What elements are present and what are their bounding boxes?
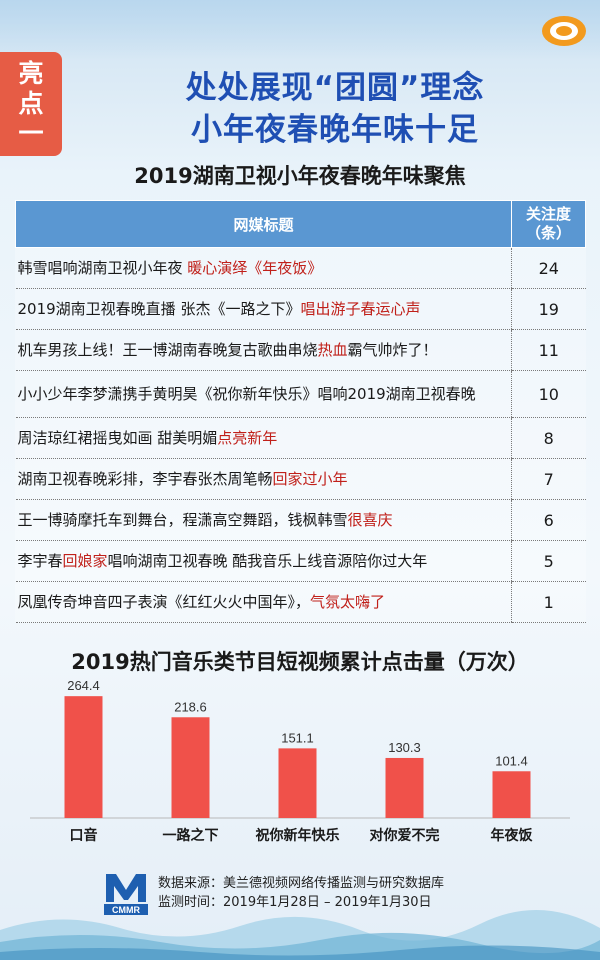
- news-table: 网媒标题 关注度 （条） 韩雪唱响湖南卫视小年夜 暖心演绎《年夜饭》 24 2019…: [15, 200, 586, 623]
- header-count-line1: 关注度: [525, 205, 571, 223]
- data-label: 218.6: [174, 699, 207, 714]
- row-title: 韩雪唱响湖南卫视小年夜 暖心演绎《年夜饭》: [15, 247, 512, 289]
- category-label: 对你爱不完: [370, 827, 440, 844]
- row-title-highlight: 气氛太嗨了: [310, 592, 386, 611]
- category-label: 一路之下: [163, 827, 219, 844]
- row-title-text: 王一博骑摩托车到舞台，程潇高空舞蹈，钱枫韩雪: [17, 510, 348, 529]
- row-title-text: 2019湖南卫视春晚直播 张杰《一路之下》: [17, 299, 301, 318]
- row-title-text: 李宇春: [17, 551, 63, 570]
- row-title-text: 机车男孩上线！王一博湖南春晚复古歌曲串烧: [17, 340, 318, 359]
- news-table-body: 韩雪唱响湖南卫视小年夜 暖心演绎《年夜饭》 24 2019湖南卫视春晚直播 张杰《一…: [15, 247, 586, 623]
- row-title-text: 凤凰传奇坤音四子表演《红红火火中国年》，: [17, 592, 311, 611]
- table-row: 2019湖南卫视春晚直播 张杰《一路之下》唱出游子春运心声 19: [15, 288, 586, 330]
- bar: [385, 757, 424, 818]
- source-text: 数据来源：美兰德视频网络传播监测与研究数据库 监测时间：2019年1月28日 –…: [158, 874, 444, 912]
- bar: [492, 771, 531, 818]
- bar: [64, 696, 103, 818]
- row-title: 2019湖南卫视春晚直播 张杰《一路之下》唱出游子春运心声: [15, 288, 512, 330]
- row-title: 湖南卫视春晚彩排，李宇春张杰周笔畅回家过小年: [15, 458, 512, 500]
- row-count: 10: [511, 370, 586, 418]
- row-title: 小小少年李梦潇携手黄明昊《祝你新年快乐》唱响2019湖南卫视春晚: [15, 370, 512, 418]
- row-title-highlight: 暖心演绎《年夜饭》: [187, 258, 323, 277]
- table-row: 王一博骑摩托车到舞台，程潇高空舞蹈，钱枫韩雪很喜庆 6: [15, 499, 586, 541]
- header-count-col: 关注度 （条）: [511, 200, 586, 248]
- table-row: 李宇春回娘家唱响湖南卫视春晚 酷我音乐上线音源陪你过大年 5: [15, 540, 586, 582]
- data-label: 151.1: [281, 730, 314, 745]
- badge-char: 亮: [18, 59, 44, 88]
- row-count: 8: [511, 417, 586, 459]
- row-count: 7: [511, 458, 586, 500]
- data-label: 264.4: [67, 678, 100, 693]
- row-count: 24: [511, 247, 586, 289]
- row-title-highlight: 唱出游子春运心声: [300, 299, 421, 318]
- data-label: 101.4: [495, 753, 528, 768]
- header-decoration: [0, 0, 600, 60]
- table-row: 湖南卫视春晚彩排，李宇春张杰周笔畅回家过小年 7: [15, 458, 586, 500]
- row-title-highlight: 回娘家: [62, 551, 108, 570]
- header-count-line2: （条）: [525, 224, 571, 242]
- row-title-text: 周洁琼红裙摇曳如画 甜美明媚: [17, 428, 218, 447]
- table-title: 2019湖南卫视小年夜春晚年味聚焦: [134, 164, 466, 188]
- chart-title: 2019热门音乐类节目短视频累计点击量（万次）: [71, 650, 529, 674]
- source-line-1: 数据来源：美兰德视频网络传播监测与研究数据库: [158, 876, 445, 891]
- headline-line-2: 小年夜春晚年味十足: [191, 112, 479, 148]
- table-row: 机车男孩上线！王一博湖南春晚复古歌曲串烧热血霸气帅炸了！ 11: [15, 329, 586, 371]
- click-count-bar-chart: 264.4 口音 218.6 一路之下 151.1 祝你新年快乐 130.3 对你爱不完 101…: [30, 678, 570, 844]
- row-title-text: 霸气帅炸了！: [347, 340, 438, 359]
- row-title-text: 唱响湖南卫视春晚 酷我音乐上线音源陪你过大年: [107, 551, 428, 570]
- row-title-highlight: 很喜庆: [347, 510, 393, 529]
- row-title-text: 湖南卫视春晚彩排，李宇春张杰周笔畅: [17, 469, 273, 488]
- row-title: 王一博骑摩托车到舞台，程潇高空舞蹈，钱枫韩雪很喜庆: [15, 499, 512, 541]
- footer-decoration: [0, 909, 600, 960]
- source-line-2: 监测时间：2019年1月28日 – 2019年1月30日: [158, 895, 432, 910]
- channel-logo: [542, 16, 586, 46]
- data-label: 130.3: [388, 740, 421, 755]
- headline-line-1: 处处展现“团圆”理念: [185, 70, 485, 106]
- row-title: 李宇春回娘家唱响湖南卫视春晚 酷我音乐上线音源陪你过大年: [15, 540, 512, 582]
- row-title-text: 小小少年李梦潇携手黄明昊《祝你新年快乐》唱响2019湖南卫视春晚: [17, 384, 476, 403]
- table-row: 韩雪唱响湖南卫视小年夜 暖心演绎《年夜饭》 24: [15, 247, 586, 289]
- highlight-badge: 亮 点 一: [0, 52, 62, 156]
- row-title: 机车男孩上线！王一博湖南春晚复古歌曲串烧热血霸气帅炸了！: [15, 329, 512, 371]
- row-title: 周洁琼红裙摇曳如画 甜美明媚点亮新年: [15, 417, 512, 459]
- row-count: 11: [511, 329, 586, 371]
- category-label: 年夜饭: [491, 827, 534, 844]
- table-row: 周洁琼红裙摇曳如画 甜美明媚点亮新年 8: [15, 417, 586, 459]
- row-title-highlight: 点亮新年: [217, 428, 278, 447]
- badge-char: 一: [18, 119, 44, 148]
- cmmr-logo: CMMR: [104, 874, 148, 915]
- row-title: 凤凰传奇坤音四子表演《红红火火中国年》，气氛太嗨了: [15, 581, 512, 623]
- category-label: 祝你新年快乐: [256, 827, 340, 844]
- bar: [278, 748, 317, 818]
- row-count: 5: [511, 540, 586, 582]
- table-row: 凤凰传奇坤音四子表演《红红火火中国年》，气氛太嗨了 1: [15, 581, 586, 623]
- header-title-col: 网媒标题: [15, 200, 512, 248]
- row-title-highlight: 热血: [317, 340, 348, 359]
- category-label: 口音: [70, 827, 98, 844]
- row-count: 6: [511, 499, 586, 541]
- row-title-text: 韩雪唱响湖南卫视小年夜: [17, 258, 188, 277]
- cmmr-logo-text: CMMR: [112, 905, 140, 915]
- badge-char: 点: [18, 89, 44, 118]
- bar: [171, 717, 210, 818]
- row-title-highlight: 回家过小年: [272, 469, 348, 488]
- table-header-row: 网媒标题 关注度 （条）: [15, 200, 586, 248]
- row-count: 1: [511, 581, 586, 623]
- row-count: 19: [511, 288, 586, 330]
- table-row: 小小少年李梦潇携手黄明昊《祝你新年快乐》唱响2019湖南卫视春晚 10: [15, 370, 586, 418]
